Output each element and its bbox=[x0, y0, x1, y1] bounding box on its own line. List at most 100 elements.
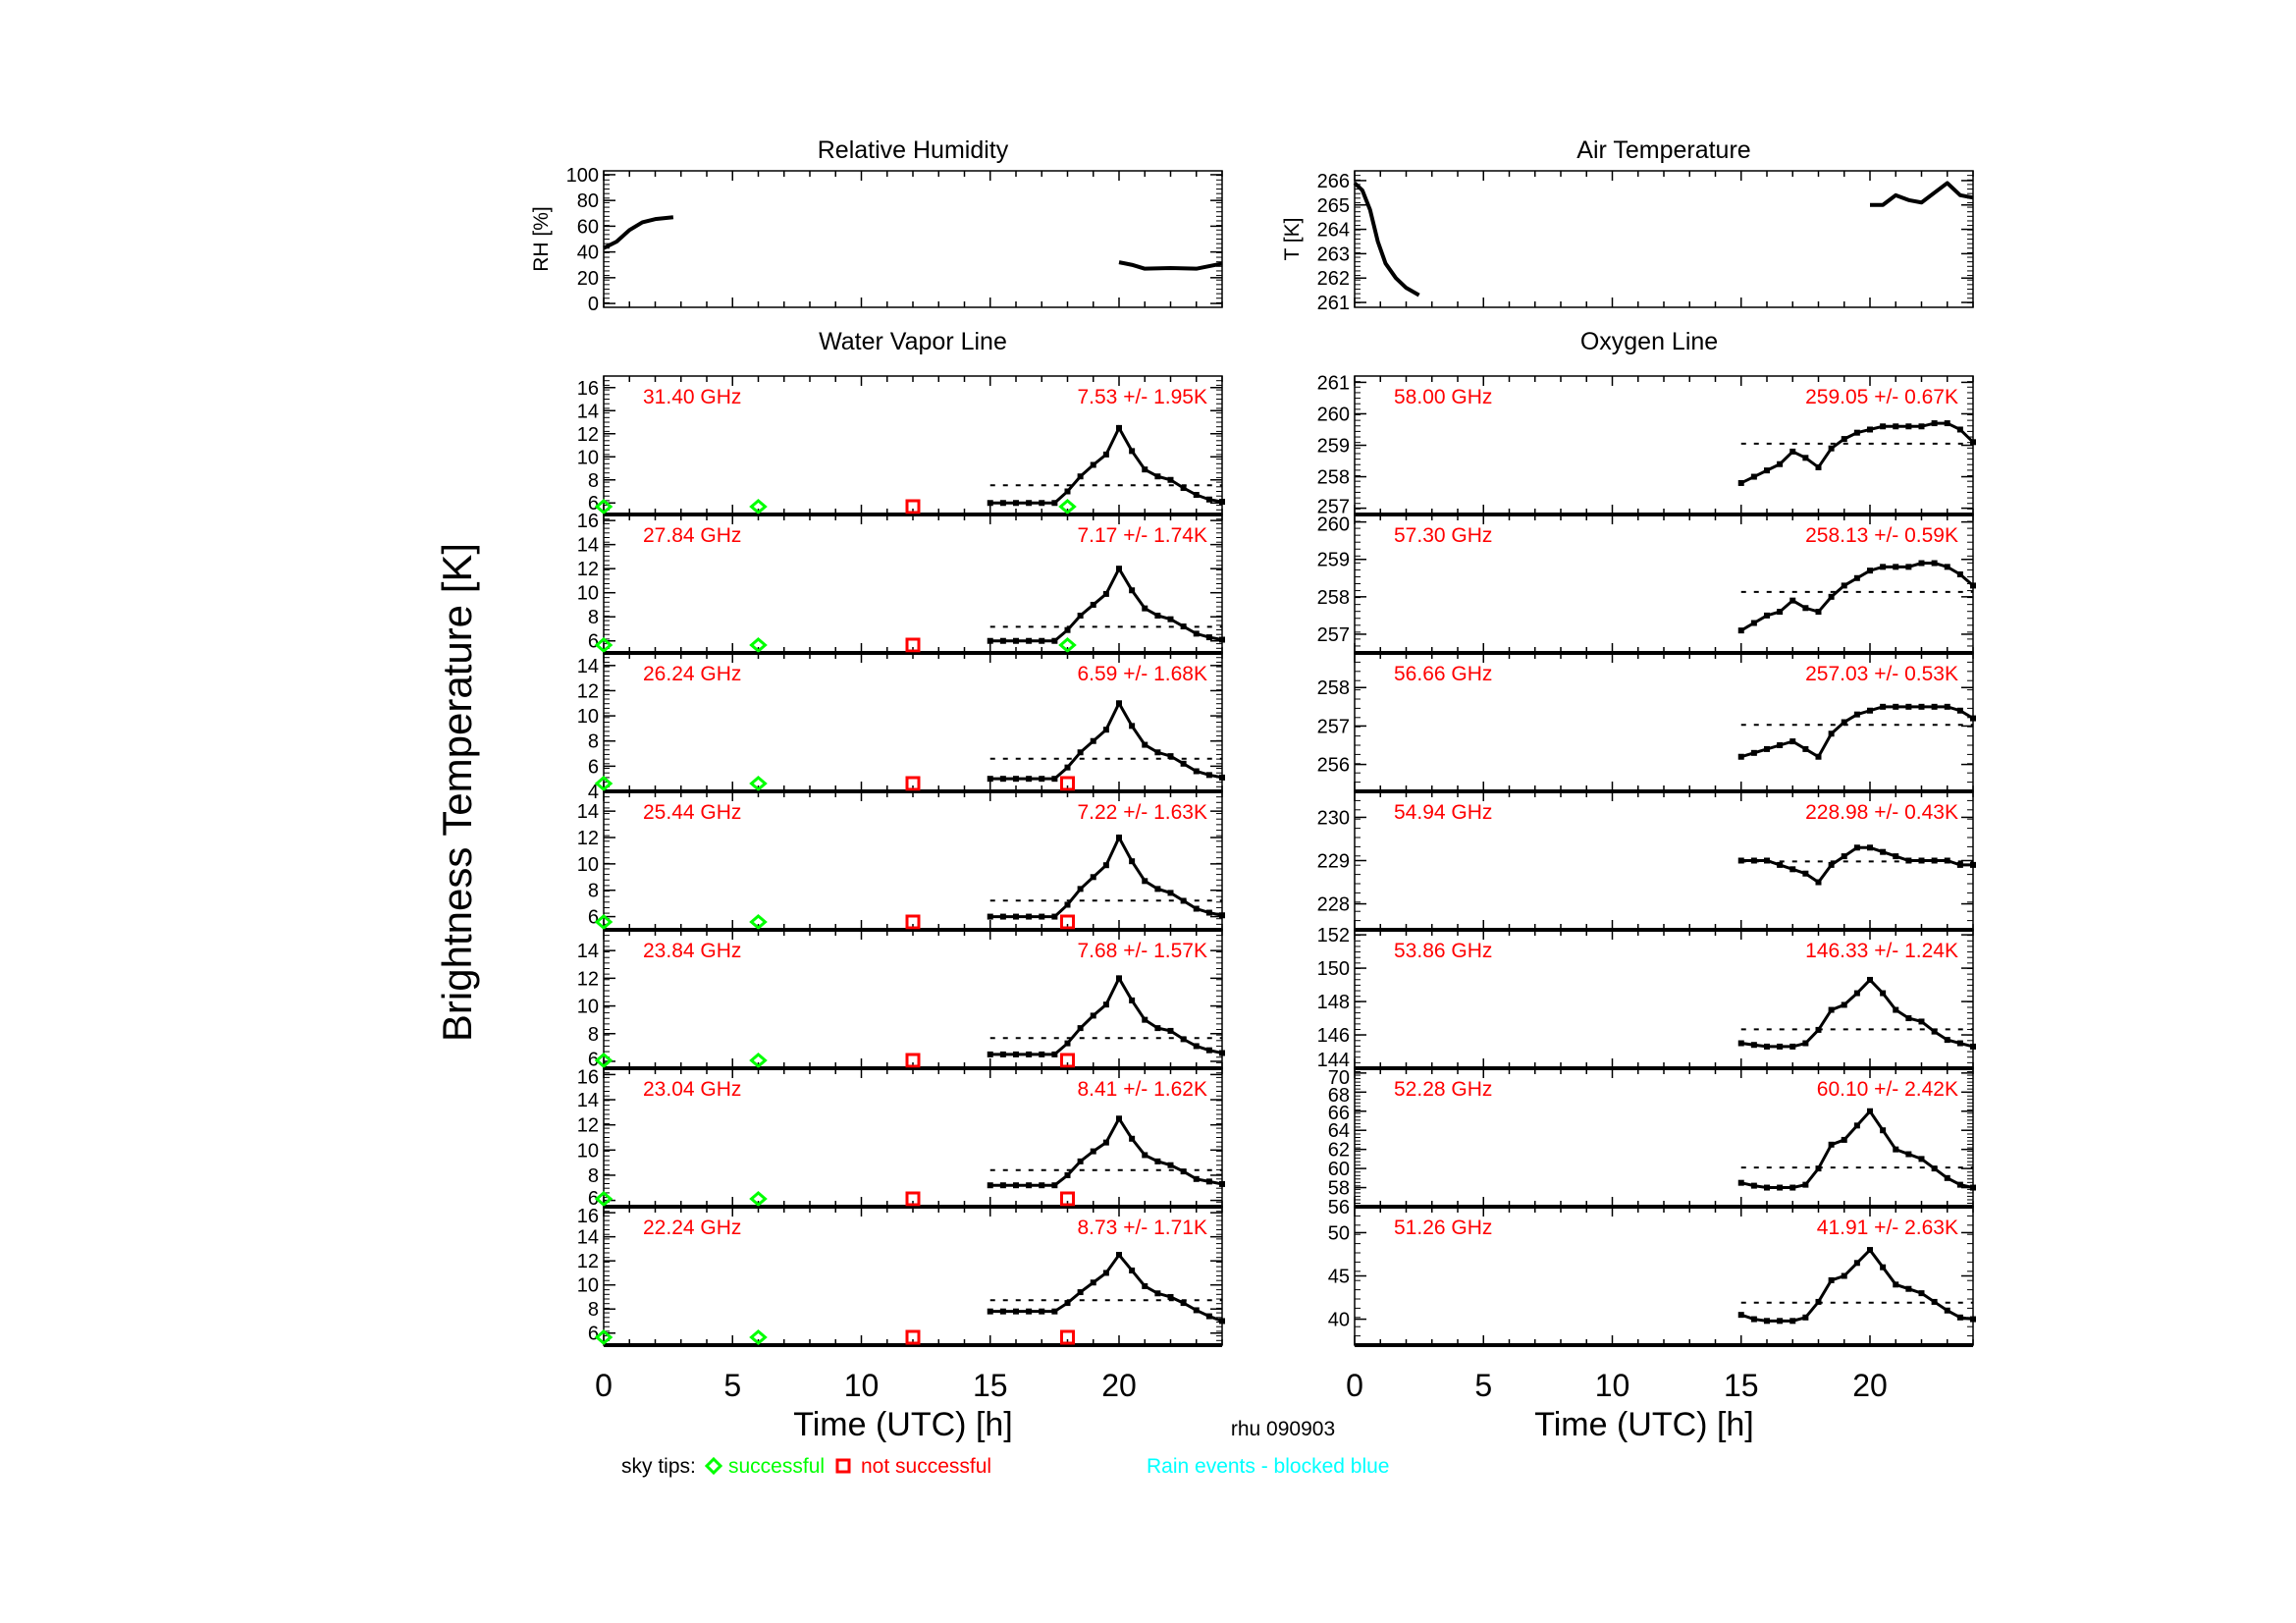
y-tick-label: 8 bbox=[588, 1024, 599, 1046]
data-point bbox=[1219, 499, 1225, 506]
channel-panel: 6 8 10 12 14 25.44 GHz 7.22 +/- 1.63K bbox=[577, 790, 1225, 932]
data-line bbox=[603, 215, 674, 250]
mean-std-label: 228.98 +/- 0.43K bbox=[1805, 801, 1958, 824]
mean-std-label: 7.68 +/- 1.57K bbox=[1077, 940, 1207, 962]
mean-std-label: 259.05 +/- 0.67K bbox=[1805, 386, 1958, 408]
sky-tip-success-marker bbox=[594, 637, 614, 653]
sky-tip-fail-marker bbox=[905, 776, 921, 791]
x-tick-label: 10 bbox=[1595, 1368, 1630, 1403]
y-tick-label: 16 bbox=[577, 1067, 599, 1089]
mean-std-label: 60.10 +/- 2.42K bbox=[1817, 1078, 1958, 1101]
frequency-label: 52.28 GHz bbox=[1394, 1078, 1492, 1101]
y-tick-label: 10 bbox=[577, 583, 599, 605]
frequency-label: 25.44 GHz bbox=[643, 801, 741, 824]
y-tick-label: 10 bbox=[577, 1140, 599, 1162]
channel-panel: 4 6 8 10 12 14 26.24 GHz 6.59 +/- 1.68K bbox=[577, 652, 1225, 803]
y-tick-label: 261 bbox=[1317, 293, 1350, 314]
sky-tip-fail-marker bbox=[905, 499, 921, 514]
y-tick-label: 260 bbox=[1317, 514, 1350, 536]
plot-title: Relative Humidity bbox=[818, 136, 1009, 164]
y-tick-label: 259 bbox=[1317, 436, 1350, 458]
y-tick-label: 60 bbox=[577, 216, 599, 238]
sky-tip-success-marker bbox=[749, 1329, 768, 1345]
frequency-label: 57.30 GHz bbox=[1394, 524, 1492, 547]
y-tick-label: 266 bbox=[1317, 171, 1350, 192]
frequency-label: 51.26 GHz bbox=[1394, 1217, 1492, 1239]
mean-std-label: 258.13 +/- 0.59K bbox=[1805, 524, 1958, 547]
data-trace bbox=[989, 1252, 1223, 1323]
y-tick-label: 257 bbox=[1317, 716, 1350, 737]
legend-fail-marker bbox=[835, 1458, 851, 1474]
y-tick-label: 68 bbox=[1328, 1085, 1350, 1107]
y-tick-label: 66 bbox=[1328, 1103, 1350, 1124]
y-tick-label: 50 bbox=[1328, 1222, 1350, 1244]
sky-tip-fail-marker bbox=[1060, 1053, 1075, 1068]
y-tick-label: 40 bbox=[577, 243, 599, 264]
y-tick-label: 12 bbox=[577, 559, 599, 580]
y-tick-label: 8 bbox=[588, 1165, 599, 1187]
y-tick-label: 0 bbox=[588, 294, 599, 315]
frequency-label: 27.84 GHz bbox=[643, 524, 741, 547]
frequency-label: 53.86 GHz bbox=[1394, 940, 1492, 962]
y-tick-label: 6 bbox=[588, 493, 599, 514]
y-tick-label: 8 bbox=[588, 881, 599, 902]
y-tick-label: 14 bbox=[577, 1227, 599, 1249]
sky-tip-success-marker bbox=[749, 914, 768, 930]
relative-humidity-plot: 0 20 40 60 80 100 RH [%] bbox=[530, 165, 1223, 315]
plot-title: Oxygen Line bbox=[1580, 328, 1718, 355]
y-tick-label: 265 bbox=[1317, 195, 1350, 217]
y-tick-label: 228 bbox=[1317, 894, 1350, 916]
y-tick-label: 14 bbox=[577, 941, 599, 962]
data-trace bbox=[1740, 977, 1974, 1049]
y-tick-label: 16 bbox=[577, 511, 599, 532]
mean-std-label: 146.33 +/- 1.24K bbox=[1805, 940, 1958, 962]
frequency-label: 31.40 GHz bbox=[643, 386, 741, 408]
frequency-label: 58.00 GHz bbox=[1394, 386, 1492, 408]
y-tick-label: 263 bbox=[1317, 243, 1350, 265]
y-tick-label: 8 bbox=[588, 1299, 599, 1321]
sky-tip-fail-marker bbox=[1060, 1191, 1075, 1207]
frequency-label: 22.24 GHz bbox=[643, 1217, 741, 1239]
sky-tip-success-marker bbox=[749, 499, 768, 514]
y-tick-label: 10 bbox=[577, 997, 599, 1018]
y-tick-label: 258 bbox=[1317, 587, 1350, 609]
y-tick-label: 12 bbox=[577, 424, 599, 446]
legend-success-label: successful bbox=[728, 1455, 825, 1478]
y-tick-label: 8 bbox=[588, 607, 599, 628]
mean-std-label: 8.73 +/- 1.71K bbox=[1077, 1217, 1207, 1239]
y-tick-label: 144 bbox=[1317, 1050, 1350, 1071]
data-trace bbox=[1739, 562, 1974, 632]
x-axis-label: Time (UTC) [h] bbox=[793, 1406, 1013, 1443]
station-date-label: rhu 090903 bbox=[1231, 1418, 1335, 1440]
mean-std-label: 7.17 +/- 1.74K bbox=[1077, 524, 1207, 547]
x-tick-label: 0 bbox=[1346, 1368, 1363, 1403]
y-tick-label: 70 bbox=[1328, 1067, 1350, 1089]
sky-tip-success-marker bbox=[594, 499, 614, 514]
y-tick-label: 6 bbox=[588, 1050, 599, 1071]
y-tick-label: 6 bbox=[588, 756, 599, 778]
y-tick-label: 10 bbox=[577, 854, 599, 876]
data-line bbox=[1870, 181, 1974, 207]
y-tick-label: 100 bbox=[566, 165, 599, 187]
mean-std-label: 7.22 +/- 1.63K bbox=[1077, 801, 1207, 824]
y-tick-label: 259 bbox=[1317, 550, 1350, 571]
x-tick-label: 10 bbox=[844, 1368, 880, 1403]
frequency-label: 56.66 GHz bbox=[1394, 663, 1492, 685]
legend-fail-label: not successful bbox=[861, 1455, 991, 1478]
y-tick-label: 261 bbox=[1317, 372, 1350, 394]
y-tick-label: 56 bbox=[1328, 1197, 1350, 1218]
sky-tip-success-marker bbox=[594, 1053, 614, 1068]
plot-frame bbox=[603, 170, 1223, 308]
sky-tip-fail-marker bbox=[905, 1329, 921, 1345]
y-tick-label: 260 bbox=[1317, 405, 1350, 426]
y-tick-label: 152 bbox=[1317, 925, 1350, 947]
data-trace bbox=[989, 975, 1223, 1056]
y-tick-label: 6 bbox=[588, 907, 599, 929]
data-trace bbox=[1740, 1109, 1974, 1190]
y-axis-label: RH [%] bbox=[530, 206, 553, 272]
y-tick-label: 150 bbox=[1317, 958, 1350, 980]
y-tick-label: 64 bbox=[1328, 1120, 1350, 1142]
sky-tip-success-marker bbox=[1058, 637, 1077, 653]
